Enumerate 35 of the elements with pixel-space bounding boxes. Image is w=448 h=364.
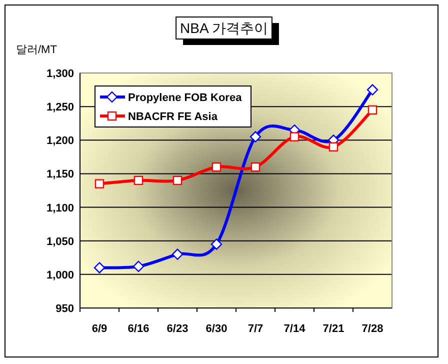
title: NBA 가격추이 <box>176 16 279 45</box>
chart-title: NBA 가격추이 <box>180 20 268 36</box>
y-axis-title: 달러/MT <box>16 44 58 56</box>
x-tick-label: 6/30 <box>206 323 228 335</box>
x-tick-label: 7/14 <box>284 323 306 335</box>
point <box>366 84 378 96</box>
point <box>94 262 106 274</box>
y-tick-label: 1,200 <box>46 135 74 148</box>
y-tick-label: 1,150 <box>46 168 74 181</box>
legend-label: Propylene FOB Korea <box>128 92 243 104</box>
point <box>250 131 262 142</box>
y-tick-label: 1,100 <box>46 202 74 214</box>
point <box>368 105 378 115</box>
y-tick-label: 950 <box>56 303 74 315</box>
y-tick-label: 1,000 <box>46 269 74 282</box>
point <box>250 162 260 172</box>
x-tick-label: 6/16 <box>128 323 150 335</box>
x-tick-label: 7/21 <box>322 323 344 335</box>
point <box>134 176 144 186</box>
x-tick-label: 7/7 <box>248 323 264 335</box>
point <box>94 179 104 188</box>
point <box>290 132 300 142</box>
x-tick-label: 7/28 <box>362 323 384 335</box>
point <box>172 248 184 260</box>
y-tick-label: 1,300 <box>46 68 74 80</box>
point <box>212 162 222 172</box>
x-tick-label: 6/23 <box>166 323 188 335</box>
y-tick-label: 1,250 <box>46 102 74 114</box>
x-tick-label: 6/9 <box>92 323 108 335</box>
y-tick-label: 1,050 <box>46 236 74 248</box>
point <box>172 176 182 186</box>
point <box>328 142 338 152</box>
point <box>132 260 144 272</box>
legend-label: NBACFR FE Asia <box>128 111 218 123</box>
point <box>210 238 222 250</box>
